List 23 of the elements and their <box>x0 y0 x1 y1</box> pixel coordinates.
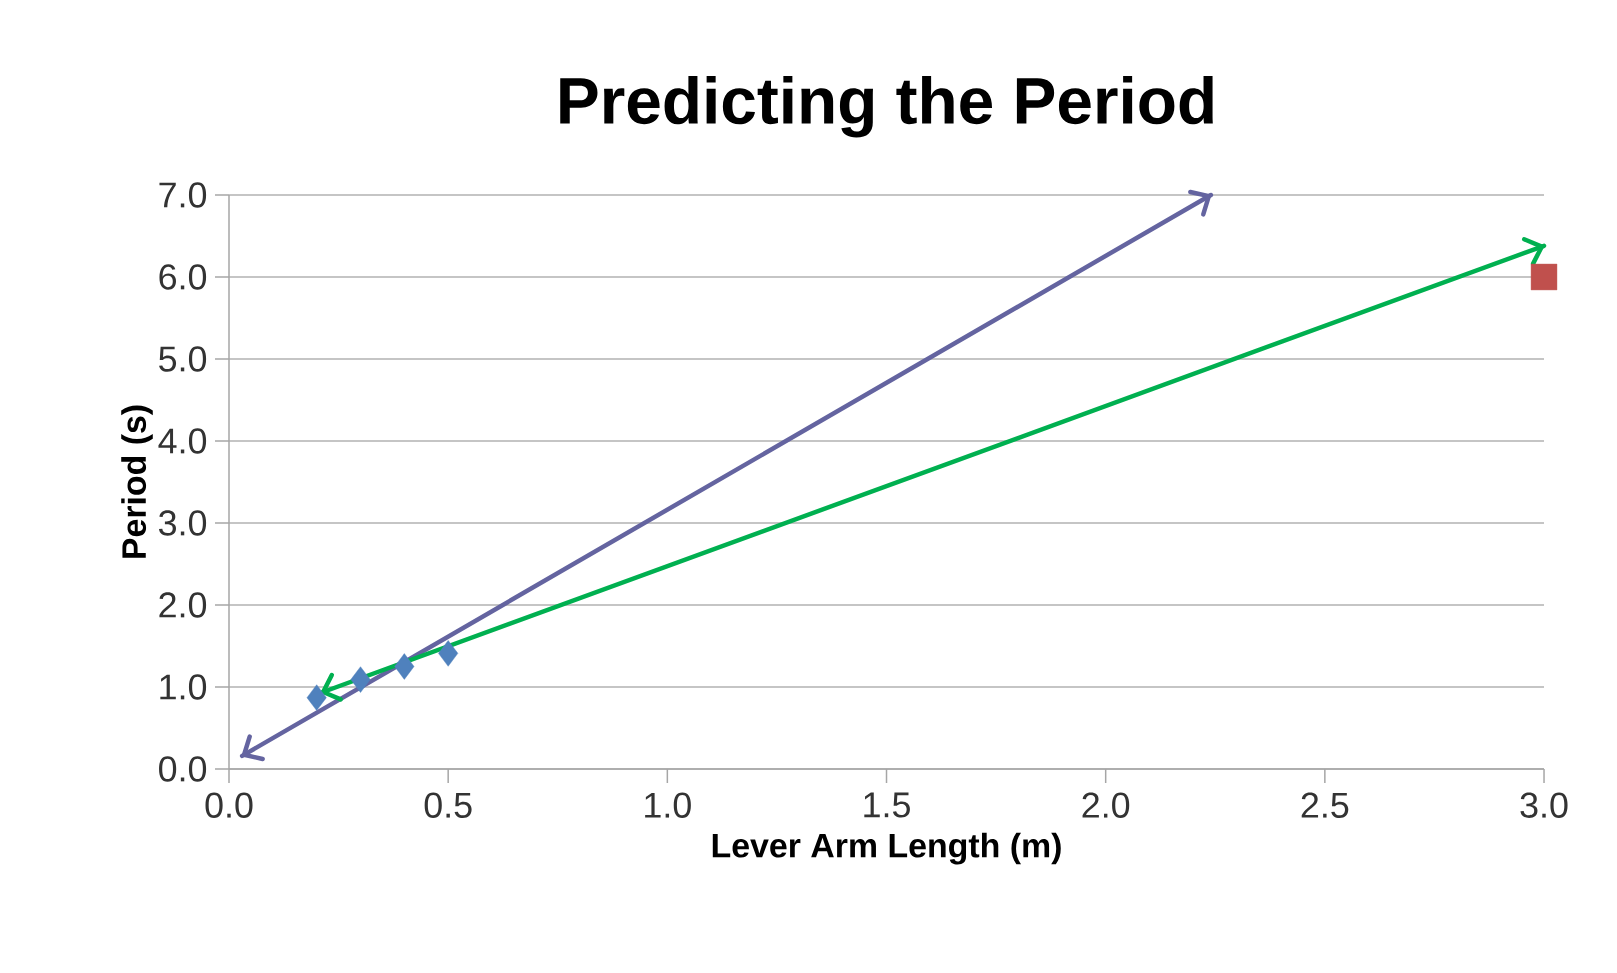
y-tick-label: 7.0 <box>159 182 207 208</box>
y-tick-label: 1.0 <box>160 674 207 700</box>
x-tick-label: 1.5 <box>864 792 910 818</box>
y-tick-label: 0.0 <box>159 756 207 782</box>
y-tick-label: 6.0 <box>159 264 207 290</box>
point <box>306 684 327 711</box>
point <box>438 640 459 667</box>
x-tick-label: 2.0 <box>1082 792 1130 818</box>
y-tick-label: 3.0 <box>158 510 207 536</box>
point <box>394 653 415 680</box>
x-tick-label: 0.5 <box>424 792 472 818</box>
chart-title: Predicting the Period <box>560 75 1213 138</box>
y-tick-label: 5.0 <box>159 346 207 372</box>
x-tick-label: 1.0 <box>645 792 691 818</box>
y-tick-label: 2.0 <box>159 592 207 618</box>
point <box>1530 263 1558 291</box>
x-tick-label: 2.5 <box>1301 792 1349 818</box>
y-axis-title: Period (s) <box>121 405 153 558</box>
y-tick-label: 4.0 <box>158 428 207 454</box>
point <box>350 666 371 693</box>
x-axis-title: Lever Arm Length (m) <box>712 832 1061 865</box>
x-tick-label: 0.0 <box>205 792 253 818</box>
x-tick-label: 3.0 <box>1520 792 1568 818</box>
